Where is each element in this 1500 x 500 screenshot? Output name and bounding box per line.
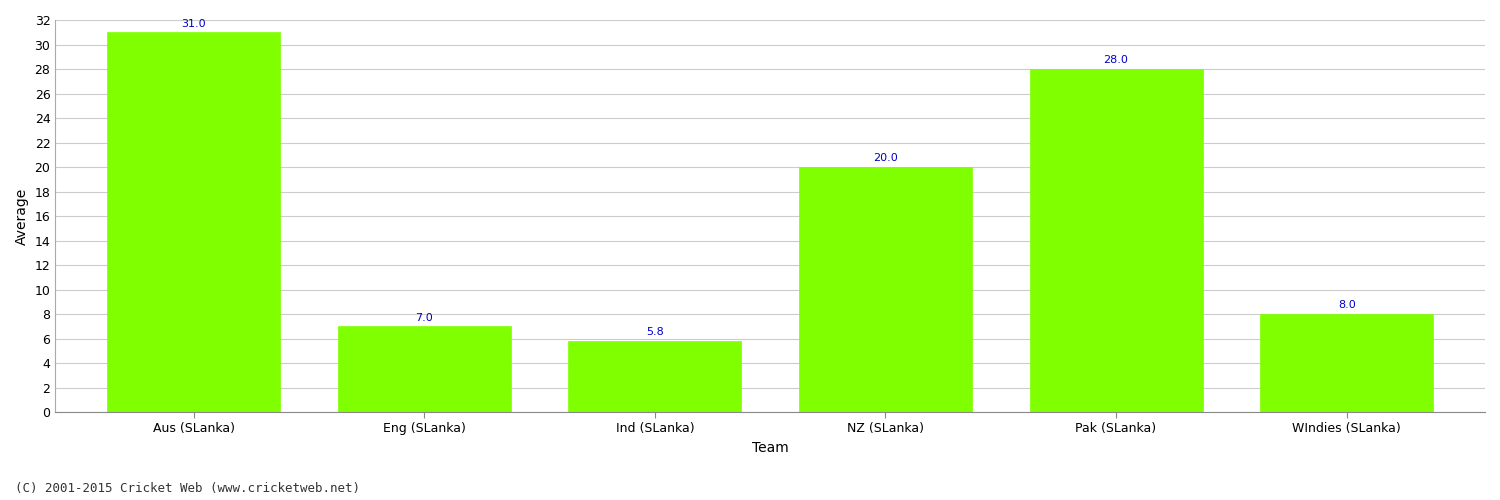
Y-axis label: Average: Average: [15, 188, 28, 244]
Text: 5.8: 5.8: [646, 328, 663, 338]
Text: 20.0: 20.0: [873, 154, 898, 164]
Bar: [1260, 314, 1432, 412]
Text: 8.0: 8.0: [1338, 300, 1356, 310]
Bar: [106, 32, 280, 412]
Text: 28.0: 28.0: [1104, 56, 1128, 66]
Bar: [800, 167, 972, 412]
X-axis label: Team: Team: [752, 441, 789, 455]
Bar: [568, 341, 741, 412]
Text: (C) 2001-2015 Cricket Web (www.cricketweb.net): (C) 2001-2015 Cricket Web (www.cricketwe…: [15, 482, 360, 495]
Text: 31.0: 31.0: [182, 18, 206, 28]
Bar: [338, 326, 510, 412]
Bar: [1029, 69, 1203, 412]
Text: 7.0: 7.0: [416, 312, 434, 322]
